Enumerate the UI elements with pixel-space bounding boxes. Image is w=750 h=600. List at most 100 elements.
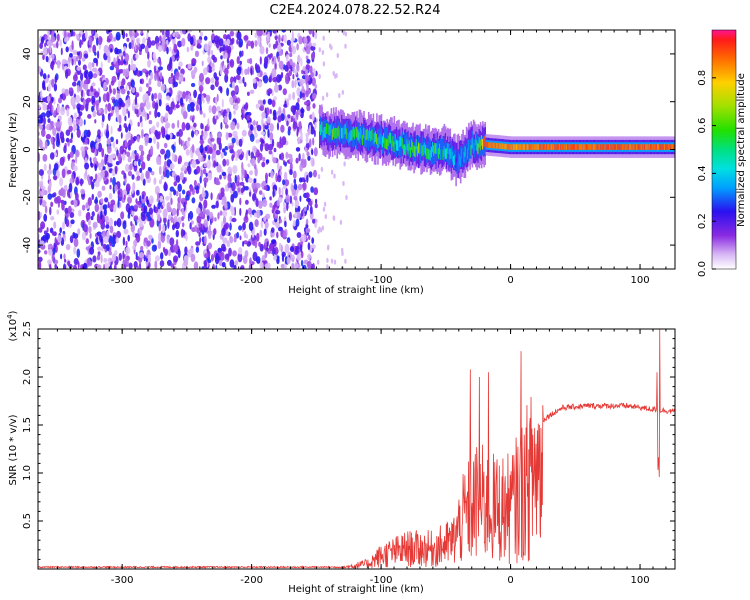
noise-blob [128, 64, 131, 72]
ridge-cell [408, 142, 411, 162]
ridge-cell [448, 145, 450, 165]
noise-blob [65, 129, 71, 136]
ridge-cell [401, 138, 404, 149]
noise-blob [221, 227, 226, 237]
ridge-cell [463, 152, 465, 163]
noise-blob [267, 31, 270, 37]
noise-blob [268, 150, 273, 155]
ridge-cell [560, 144, 562, 150]
ridge-cell [442, 136, 445, 156]
noise-blob [259, 229, 263, 238]
noise-blob [269, 132, 274, 141]
noise-blob [268, 43, 271, 48]
noise-blob [168, 249, 171, 257]
ridge-cell [432, 141, 434, 153]
ridge-cell [668, 144, 671, 150]
noise-blob [162, 209, 168, 219]
noise-blob [257, 156, 261, 164]
noise-blob [72, 119, 78, 126]
noise-blob [272, 57, 275, 62]
noise-blob [42, 54, 45, 61]
noise-blob [56, 209, 60, 215]
noise-blob [46, 227, 49, 233]
noise-blob [215, 180, 221, 186]
noise-blob [127, 213, 131, 219]
noise-blob [282, 201, 287, 208]
noise-blob [64, 215, 67, 225]
noise-blob [190, 253, 196, 263]
noise-blob [160, 233, 166, 243]
noise-blob [95, 142, 99, 150]
ridge-cell [466, 138, 469, 158]
noise-blob [99, 234, 101, 241]
noise-blob [42, 154, 48, 162]
noise-blob [132, 231, 136, 238]
noise-blob [238, 138, 243, 147]
noise-blob [47, 83, 51, 92]
noise-blob [239, 50, 242, 58]
noise-blob [111, 106, 115, 111]
ridge-cell [478, 139, 481, 159]
noise-blob [293, 178, 297, 184]
noise-blob [123, 194, 126, 201]
noise-blob [247, 66, 250, 75]
noise-blob [51, 53, 55, 60]
noise-blob [103, 170, 109, 178]
noise-blob [295, 218, 300, 227]
noise-blob [96, 264, 102, 269]
ridge-cell [319, 124, 321, 144]
noise-blob [146, 211, 150, 218]
ridge-cell [604, 144, 606, 150]
noise-blob [202, 112, 206, 118]
noise-blob [194, 50, 200, 57]
ridge-cell [350, 120, 352, 140]
noise-blob [176, 131, 180, 137]
noise-blob [295, 147, 301, 152]
noise-blob [153, 136, 157, 144]
noise-blob [312, 30, 315, 38]
noise-blob [109, 217, 113, 227]
noise-blob [221, 262, 226, 268]
noise-blob [305, 192, 310, 199]
noise-blob [214, 255, 220, 265]
noise-blob [226, 57, 230, 64]
ridge-cell [341, 128, 343, 139]
noise-blob [297, 54, 301, 64]
noise-blob [224, 253, 230, 260]
noise-blob [224, 201, 228, 209]
colorbar-tick-label: 0.8 [697, 70, 708, 86]
ridge-cell [571, 144, 574, 150]
noise-blob [157, 92, 162, 102]
noise-blob [50, 216, 55, 221]
ridge-cell [550, 144, 553, 150]
noise-blob [125, 183, 131, 193]
noise-blob [289, 169, 293, 176]
noise-blob [123, 264, 126, 269]
noise-blob [72, 81, 77, 87]
ridge-cell [547, 144, 549, 150]
noise-blob [297, 137, 300, 145]
noise-blob [228, 111, 232, 121]
noise-blob [207, 230, 212, 240]
ridge-cell [652, 144, 654, 150]
noise-blob [65, 244, 71, 251]
noise-blob [210, 84, 215, 91]
noise-blob [289, 195, 293, 204]
noise-blob [83, 80, 88, 85]
noise-blob [286, 237, 291, 244]
ridge-cell [374, 131, 377, 142]
ridge-cell [607, 144, 610, 150]
ridge-cell [649, 144, 652, 150]
noise-speckle [337, 30, 340, 33]
noise-blob [264, 221, 269, 229]
noise-blob [305, 64, 310, 70]
noise-blob [277, 161, 280, 171]
noise-blob [178, 77, 181, 82]
y-tick-label: 20 [22, 95, 33, 108]
noise-blob [278, 242, 282, 251]
noise-blob [53, 110, 56, 117]
ridge-cell [549, 144, 552, 150]
noise-blob [156, 213, 161, 222]
noise-blob [226, 240, 231, 248]
noise-blob [250, 67, 253, 76]
